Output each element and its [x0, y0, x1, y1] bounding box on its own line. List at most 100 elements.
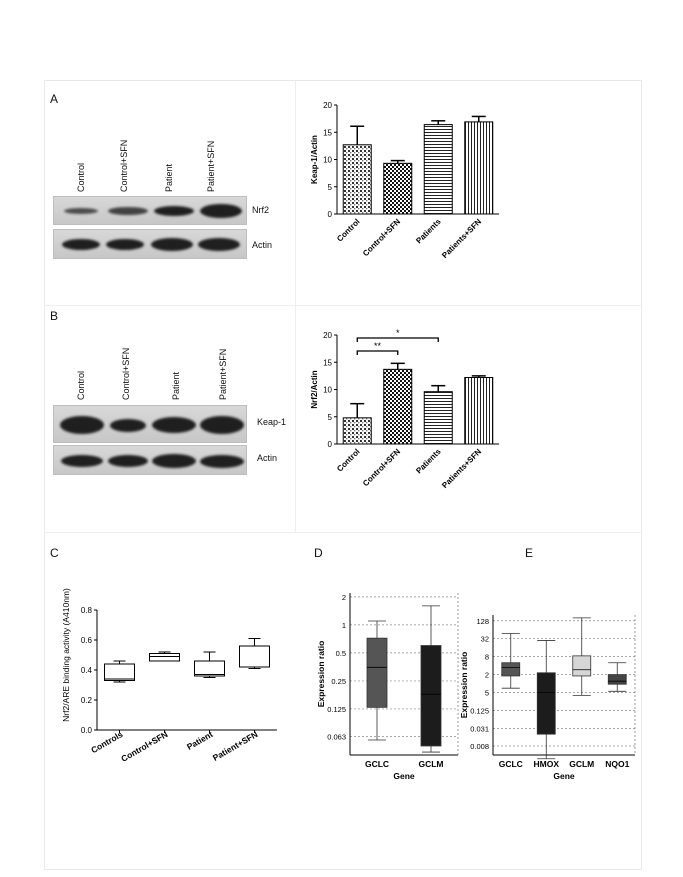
- y-tick-label: 0: [328, 440, 333, 449]
- panel-letter-d: D: [314, 546, 323, 560]
- x-axis-label: Gene: [393, 771, 415, 781]
- blot-band: [200, 416, 244, 434]
- x-tick-label: Patients+SFN: [440, 447, 483, 490]
- x-tick-label: Control+SFN: [361, 217, 402, 258]
- y-tick-label: 0.031: [470, 725, 489, 734]
- lane-label-control-sfn: Control+SFN: [121, 347, 131, 400]
- y-tick-label: 0.2: [81, 696, 93, 705]
- x-tick-label: Patients: [414, 217, 443, 246]
- significance-bracket: [356, 350, 399, 355]
- chart-expression-e: 128 32 8 2 5 0.125 0.031 0.008 Expression ratio G…: [459, 615, 636, 781]
- y-tick-label: 5: [328, 183, 333, 192]
- y-tick-label: 10: [323, 386, 332, 395]
- x-tick-label: Control+SFN: [119, 729, 169, 764]
- y-tick-label: 0.4: [81, 666, 93, 675]
- figure-frame: [44, 80, 642, 870]
- x-tick-label: Control: [335, 447, 361, 473]
- y-tick-label: 20: [323, 331, 332, 340]
- blot-strip-actin-a: [53, 229, 247, 259]
- y-axis-label: Expression ratio: [459, 652, 469, 719]
- blot-band: [106, 239, 144, 250]
- box: [607, 674, 627, 685]
- y-tick-label: 15: [323, 128, 332, 137]
- bar: [342, 417, 372, 445]
- y-tick-label: 20: [323, 101, 332, 110]
- y-tick-label: 0.125: [327, 705, 346, 714]
- y-tick-label: 15: [323, 358, 332, 367]
- x-tick-label: Patient+SFN: [211, 729, 260, 763]
- x-tick-label: GCLC: [365, 759, 389, 769]
- x-tick-label: Patients: [414, 447, 443, 476]
- lane-label-control-sfn: Control+SFN: [119, 139, 129, 192]
- y-tick-label: 0.063: [327, 733, 346, 742]
- y-tick-label: 32: [481, 635, 489, 644]
- blot-band: [198, 238, 240, 251]
- blot-band: [200, 455, 244, 468]
- panel-letter-c: C: [50, 546, 59, 560]
- y-axis-label: Nrf2/Actin: [310, 370, 319, 408]
- band-label-actin-b: Actin: [257, 453, 278, 463]
- box: [239, 645, 270, 668]
- box: [501, 662, 521, 677]
- lane-label-patient: Patient: [171, 371, 181, 400]
- y-tick-label: 2: [485, 671, 489, 680]
- significance-label: **: [374, 341, 382, 351]
- y-axis-label: Keap-1/Actin: [310, 135, 319, 184]
- blot-band: [200, 204, 242, 218]
- significance-bracket: [356, 337, 439, 342]
- y-tick-label: 5: [328, 413, 333, 422]
- lane-label-patient: Patient: [164, 163, 174, 192]
- blot-band: [108, 207, 148, 215]
- y-tick-label: 10: [323, 156, 332, 165]
- blot-band: [154, 206, 194, 216]
- y-tick-label: 1: [342, 621, 346, 630]
- box: [366, 637, 388, 708]
- bar: [383, 368, 413, 445]
- y-tick-label: 0.6: [81, 636, 93, 645]
- lane-label-patient-sfn: Patient+SFN: [218, 348, 228, 400]
- panel-divider-bc: [44, 532, 642, 533]
- blot-band: [108, 455, 148, 467]
- significance-label: *: [396, 328, 400, 338]
- blot-band: [152, 454, 196, 468]
- x-tick-label: NQO1: [605, 759, 629, 769]
- blot-strip-nrf2: [53, 196, 247, 225]
- y-tick-label: 0.008: [470, 742, 489, 751]
- box: [572, 655, 592, 677]
- chart-keap1-actin: 0 5 10 15 20 Keap-1/Actin Control Control+SFN Pa…: [310, 101, 499, 260]
- blot-band: [61, 455, 103, 467]
- y-axis-label: Nrf2/ARE binding activity (A410nm): [61, 588, 71, 722]
- chart-expression-d: 2 1 0.5 0.25 0.125 0.063 Expression ratio GCLC G…: [316, 593, 459, 781]
- box: [149, 653, 180, 662]
- y-tick-label: 0.25: [331, 677, 346, 686]
- y-tick-label: 5: [485, 689, 489, 698]
- box: [420, 645, 442, 747]
- y-tick-label: 0.0: [81, 726, 93, 735]
- panel-letter-e: E: [525, 546, 534, 560]
- y-tick-label: 0.125: [470, 706, 489, 715]
- box: [104, 663, 135, 681]
- lane-label-patient-sfn: Patient+SFN: [206, 140, 216, 192]
- panel-letter-a: A: [50, 92, 59, 106]
- band-label-actin-a: Actin: [252, 240, 273, 250]
- y-axis-label: Expression ratio: [316, 641, 326, 708]
- band-label-keap1: Keap-1: [257, 417, 287, 427]
- x-tick-label: Control+SFN: [361, 447, 402, 488]
- blot-strip-keap1: [53, 405, 247, 443]
- x-tick-label: Controls: [89, 729, 124, 755]
- bar: [383, 162, 413, 215]
- blot-band: [62, 239, 100, 250]
- x-tick-label: GCLC: [499, 759, 523, 769]
- x-tick-label: Control: [335, 217, 361, 243]
- y-tick-label: 128: [476, 617, 489, 626]
- x-tick-label: GCLM: [569, 759, 594, 769]
- panel-divider-vertical: [295, 80, 296, 532]
- panel-divider-ab: [44, 305, 642, 306]
- panel-letter-b: B: [50, 309, 59, 323]
- blot-strip-actin-b: [53, 445, 247, 475]
- box: [536, 672, 556, 735]
- y-tick-label: 0: [328, 210, 333, 219]
- y-tick-label: 0.5: [336, 649, 346, 658]
- chart-nrf2-are-binding: 0.0 0.2 0.4 0.6 0.8 Nrf2/ARE binding activity…: [61, 588, 277, 764]
- x-tick-label: Patient: [185, 729, 215, 752]
